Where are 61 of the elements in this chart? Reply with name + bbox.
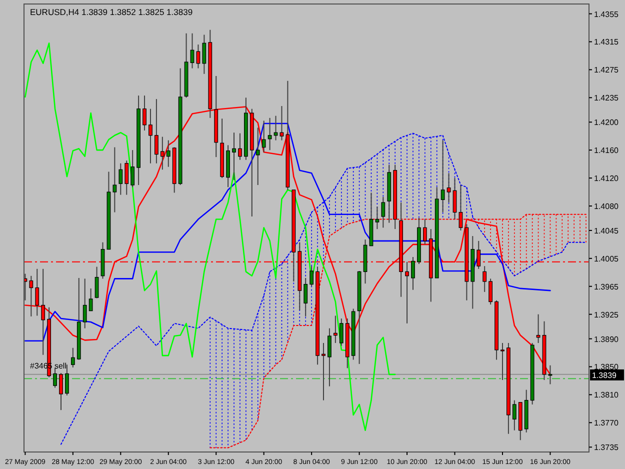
candlestick [512,400,516,431]
y-tick-label: 1.3965 [594,282,620,292]
y-tick-label: 1.4120 [594,174,620,184]
candlestick [88,288,93,312]
line-series [24,42,396,431]
candlestick [59,372,63,411]
candlestick [94,266,99,299]
candlestick [166,140,170,168]
y-tick-label: 1.4315 [594,38,620,47]
candlestick [118,162,123,196]
y-tick-label: 1.3810 [594,390,620,400]
candlestick [536,314,540,344]
candlestick [124,160,129,196]
y-tick-label: 1.3925 [594,310,620,320]
candlestick [500,342,504,381]
y-tick-label: 1.4235 [594,94,620,103]
candlestick [256,127,260,186]
candlestick [310,266,314,287]
candlestick [148,108,152,164]
candlestick [232,132,236,181]
y-tick-label: 1.4200 [594,118,620,128]
y-tick-label: 1.3770 [594,418,620,428]
candlestick [29,275,34,317]
candlestick [130,150,135,188]
y-tick-label: 1.4045 [594,226,620,236]
y-tick-label: 1.4080 [594,202,620,211]
candlestick [548,364,552,385]
candlestick [160,136,164,170]
candlestick [154,98,158,164]
candlestick [322,342,326,401]
chart-title: EURUSD,H4 1.3839 1.3852 1.3825 1.3839 [30,7,193,17]
y-tick-label: 1.4355 [594,10,620,19]
y-tick-label: 1.4160 [594,146,620,156]
candlestick [328,328,332,387]
candlestick [202,34,206,74]
candlestick [196,44,200,69]
y-tick-label: 1.3735 [594,443,620,452]
candlestick [238,132,242,160]
y-tick-label: 1.3850 [594,362,620,372]
candlestick [70,347,75,368]
candlestick [41,268,46,356]
candlestick [112,146,117,213]
candlestick [333,315,338,344]
candlestick [82,278,87,329]
candlestick [411,256,415,290]
candlestick [142,95,146,131]
candlestick [488,278,492,306]
candlestick [262,120,266,153]
candlestick [35,268,40,316]
candlestick [482,266,487,292]
candlestick [268,117,272,151]
y-tick-label: 1.4275 [594,66,620,75]
candlestick [65,364,69,396]
candlestick [53,368,57,388]
ref-line-label: 1.3839 [592,370,618,380]
y-tick-label: 1.4005 [594,254,620,264]
candlestick [190,32,194,69]
candlestick [280,106,284,141]
y-tick-label: 1.3890 [594,334,620,344]
candlestick [422,218,427,245]
candlestick [339,318,344,346]
